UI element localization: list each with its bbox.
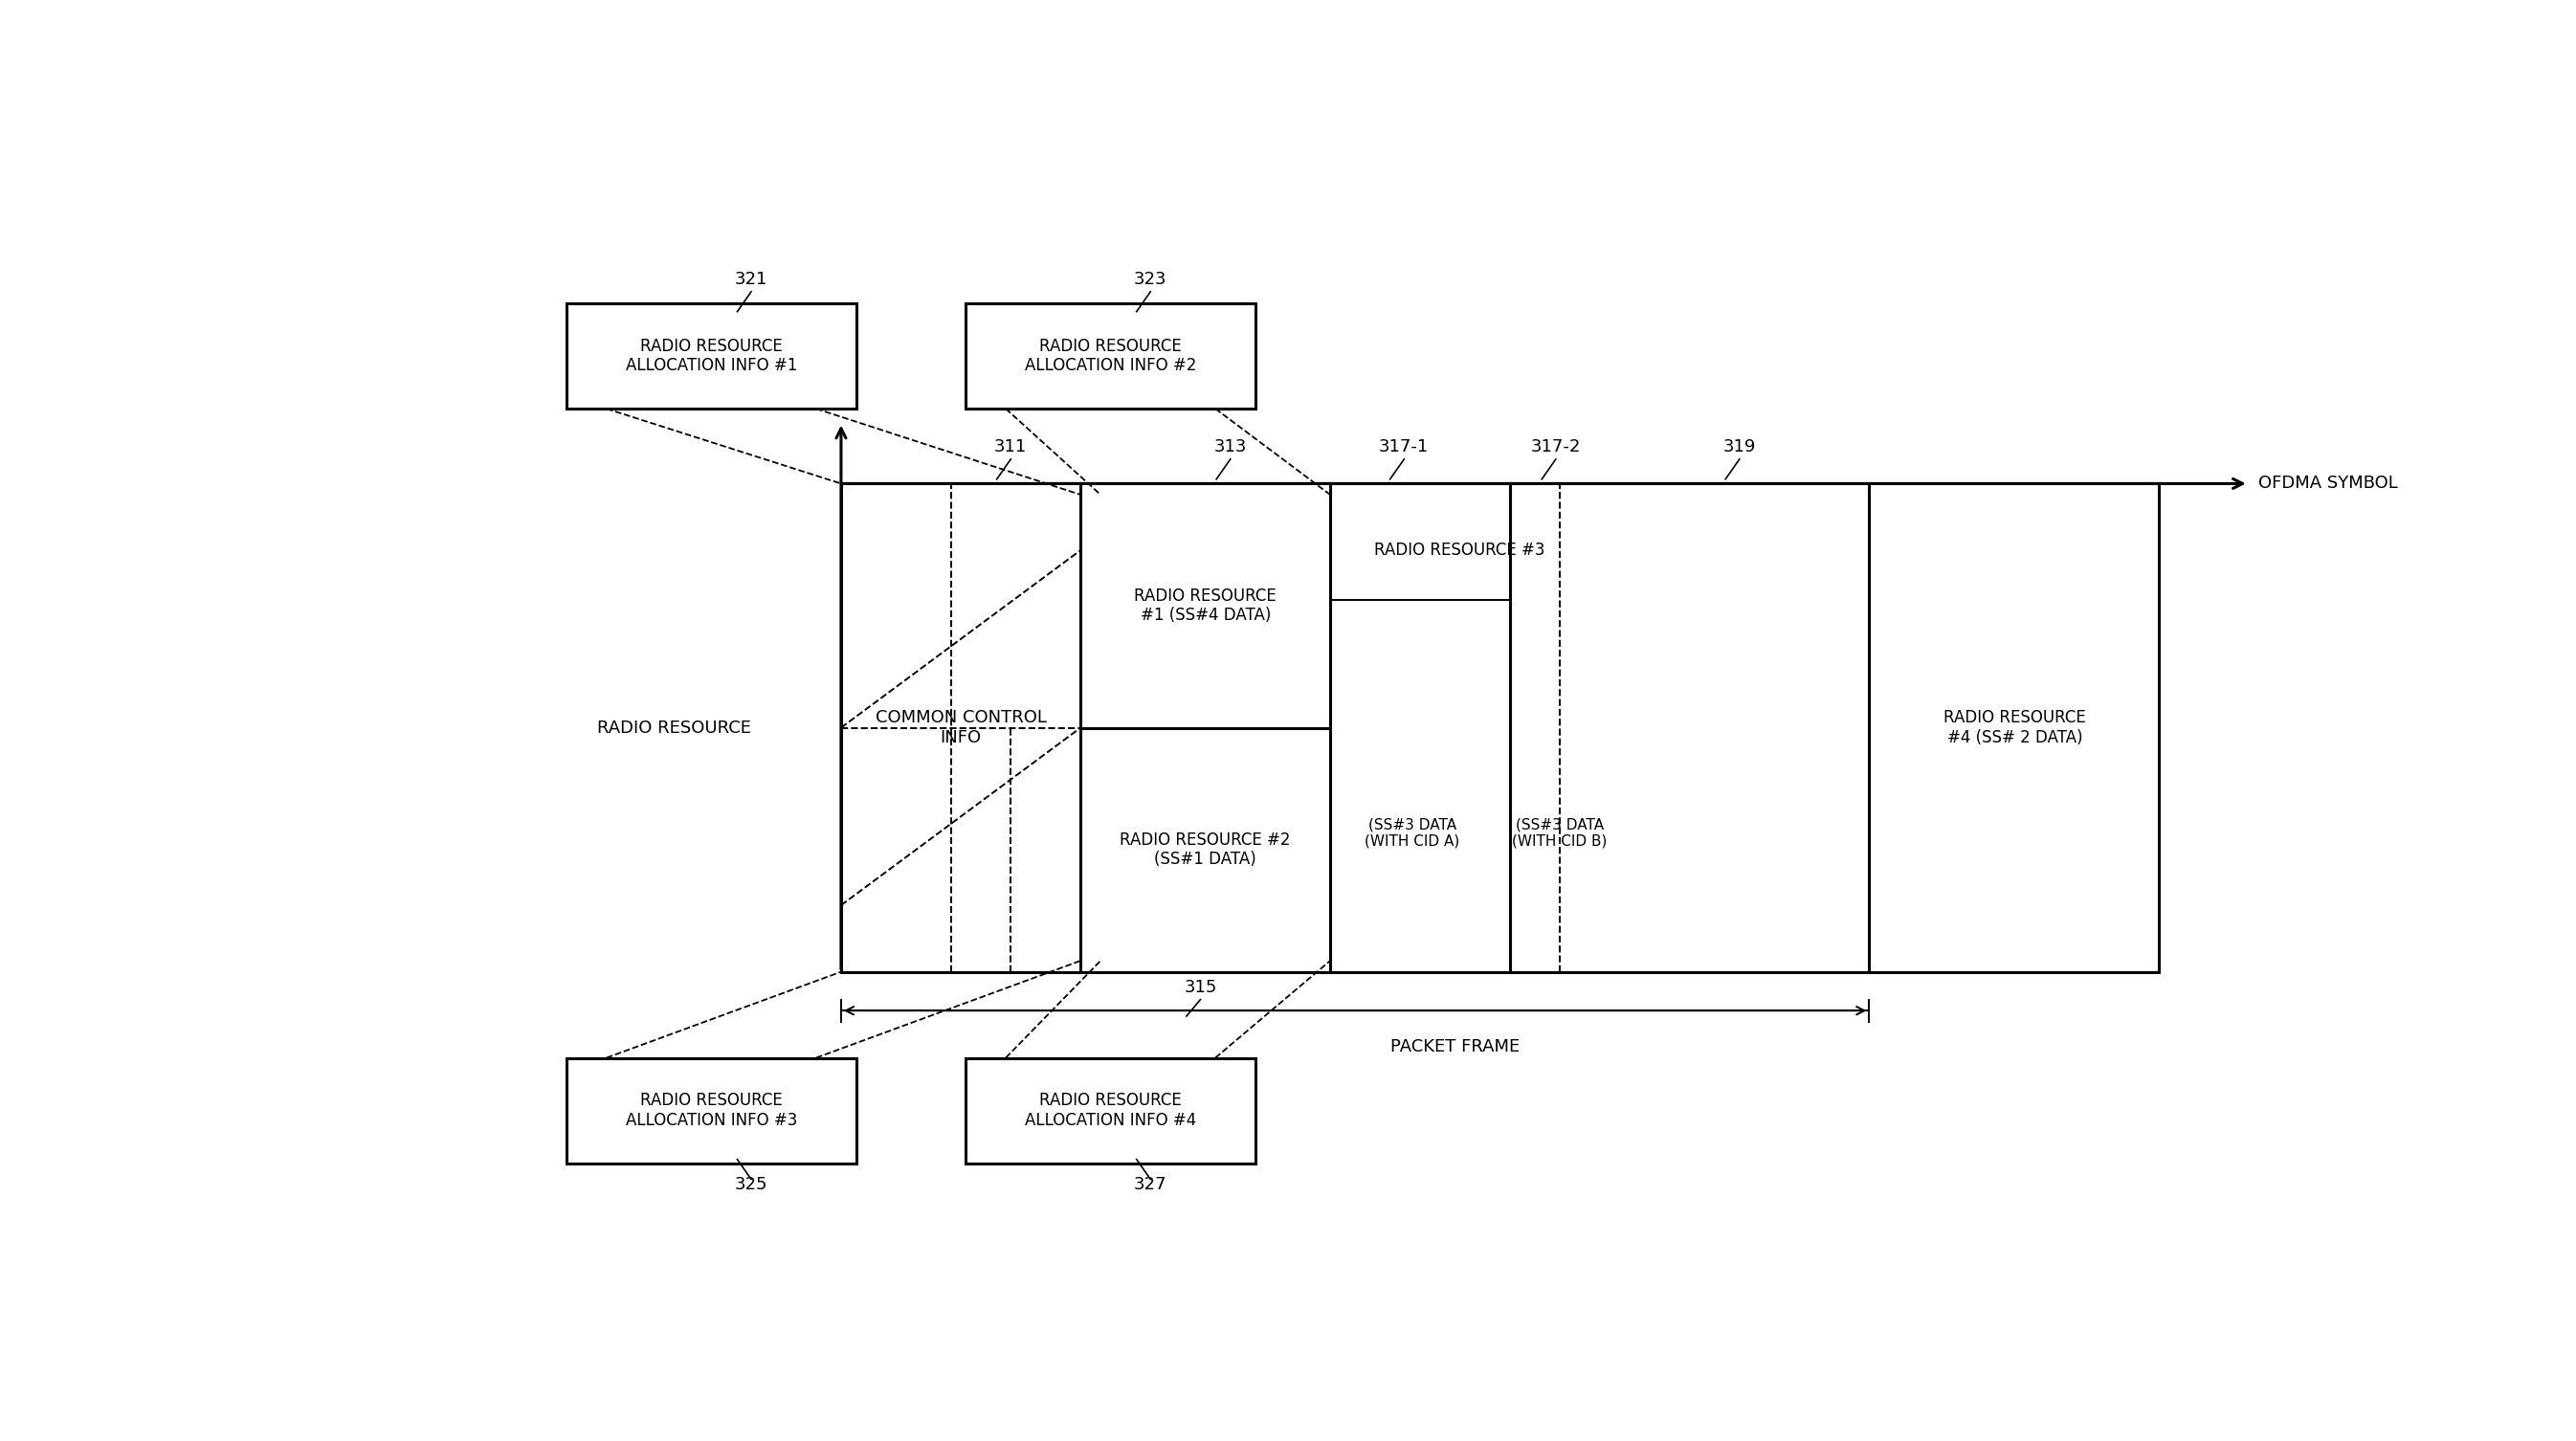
Text: 319: 319: [1723, 438, 1757, 455]
Bar: [966, 303, 1255, 409]
Text: RADIO RESOURCE
ALLOCATION INFO #1: RADIO RESOURCE ALLOCATION INFO #1: [626, 337, 796, 375]
Text: PACKET FRAME: PACKET FRAME: [1391, 1039, 1520, 1056]
Text: 321: 321: [734, 271, 768, 288]
Text: RADIO RESOURCE
#4 (SS# 2 DATA): RADIO RESOURCE #4 (SS# 2 DATA): [1945, 709, 2087, 746]
Bar: [567, 1058, 855, 1163]
Text: RADIO RESOURCE
ALLOCATION INFO #4: RADIO RESOURCE ALLOCATION INFO #4: [1025, 1092, 1195, 1130]
Text: (SS#3 DATA
(WITH CID A): (SS#3 DATA (WITH CID A): [1365, 817, 1461, 849]
Text: 323: 323: [1133, 271, 1167, 288]
Text: RADIO RESOURCE #2
(SS#1 DATA): RADIO RESOURCE #2 (SS#1 DATA): [1121, 831, 1291, 869]
Text: 313: 313: [1213, 438, 1247, 455]
Text: 317-1: 317-1: [1378, 438, 1430, 455]
Text: 325: 325: [734, 1176, 768, 1193]
Text: 317-2: 317-2: [1530, 438, 1582, 455]
Text: OFDMA SYMBOL: OFDMA SYMBOL: [2259, 476, 2398, 493]
Text: RADIO RESOURCE
#1 (SS#4 DATA): RADIO RESOURCE #1 (SS#4 DATA): [1133, 586, 1278, 624]
Text: RADIO RESOURCE
ALLOCATION INFO #2: RADIO RESOURCE ALLOCATION INFO #2: [1025, 337, 1195, 375]
Text: RADIO RESOURCE: RADIO RESOURCE: [598, 719, 752, 736]
Text: 327: 327: [1133, 1176, 1167, 1193]
Bar: [840, 484, 2159, 971]
Bar: [966, 1058, 1255, 1163]
Text: COMMON CONTROL
INFO: COMMON CONTROL INFO: [876, 709, 1046, 746]
Bar: [567, 303, 855, 409]
Text: RADIO RESOURCE #3: RADIO RESOURCE #3: [1376, 542, 1546, 559]
Text: 315: 315: [1185, 978, 1216, 996]
Text: RADIO RESOURCE
ALLOCATION INFO #3: RADIO RESOURCE ALLOCATION INFO #3: [626, 1092, 796, 1130]
Text: 311: 311: [994, 438, 1028, 455]
Text: (SS#3 DATA
(WITH CID B): (SS#3 DATA (WITH CID B): [1512, 817, 1607, 849]
